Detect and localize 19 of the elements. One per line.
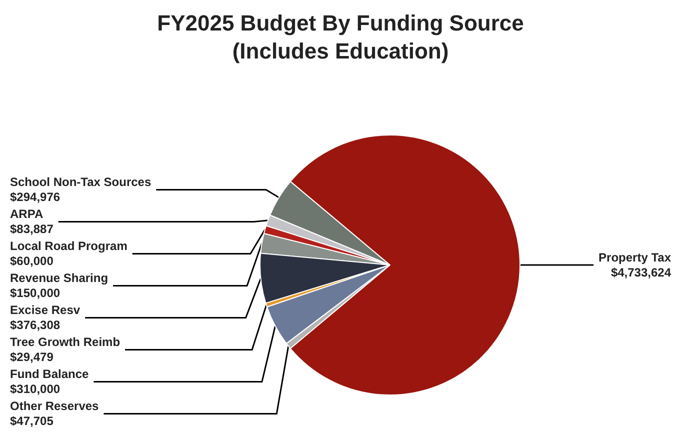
data-label: $83,887 xyxy=(10,222,54,236)
data-label: $4,733,624 xyxy=(610,266,672,280)
slice-label: Fund Balance xyxy=(10,367,90,382)
data-label: $310,000 xyxy=(10,382,60,396)
slice-label: School Non-Tax Sources xyxy=(10,175,152,190)
slice-label: Other Reserves xyxy=(10,399,100,414)
data-label: $376,308 xyxy=(10,318,60,332)
chart-title: FY2025 Budget By Funding Source (Includes Education) xyxy=(157,10,524,64)
slice-label: Excise Resv xyxy=(10,303,80,318)
data-label: $294,976 xyxy=(10,190,60,204)
data-label: $47,705 xyxy=(10,414,54,428)
data-label: $29,479 xyxy=(10,350,54,364)
data-label: $150,000 xyxy=(10,286,60,300)
slice-label: Property Tax xyxy=(598,250,672,265)
slice-label: Local Road Program xyxy=(10,239,128,254)
slice-label: ARPA xyxy=(10,207,44,222)
data-label: $60,000 xyxy=(10,254,54,268)
slice-label: Revenue Sharing xyxy=(10,271,108,286)
slice-label: Tree Growth Reimb xyxy=(10,335,120,350)
